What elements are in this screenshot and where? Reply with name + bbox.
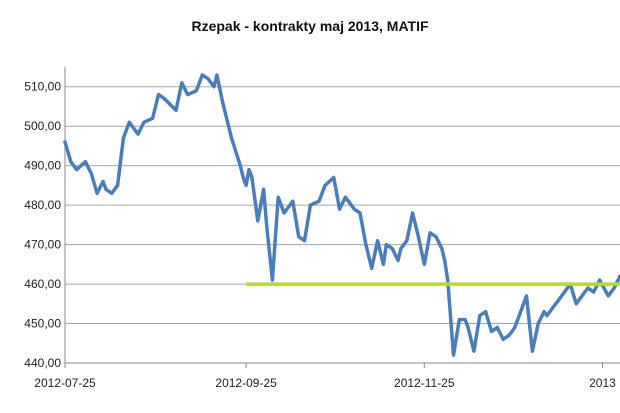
y-tick-label: 500,00 [24, 119, 61, 133]
series [63, 73, 620, 357]
chart-title: Rzepak - kontrakty maj 2013, MATIF [191, 18, 429, 34]
x-tick-labels: 2012-07-25 2012-09-25 2012-11-25 2013 [34, 376, 616, 390]
y-tick-label: 460,00 [24, 277, 61, 291]
y-tick-label: 480,00 [24, 198, 61, 212]
y-tick-label: 470,00 [24, 238, 61, 252]
axes [64, 67, 620, 368]
x-tick-label: 2012-09-25 [215, 376, 277, 390]
y-tick-label: 440,00 [24, 356, 61, 370]
y-tick-label: 490,00 [24, 159, 61, 173]
y-tick-labels: 440,00 450,00 460,00 470,00 480,00 490,00 500,… [24, 80, 61, 370]
x-tick-label: 2012-07-25 [34, 376, 96, 390]
y-tick-label: 510,00 [24, 80, 61, 94]
x-tick-label: 2012-11-25 [394, 376, 455, 390]
x-tick-label: 2013 [589, 376, 616, 390]
y-tick-label: 450,00 [24, 317, 61, 331]
price-series-line [63, 73, 620, 357]
